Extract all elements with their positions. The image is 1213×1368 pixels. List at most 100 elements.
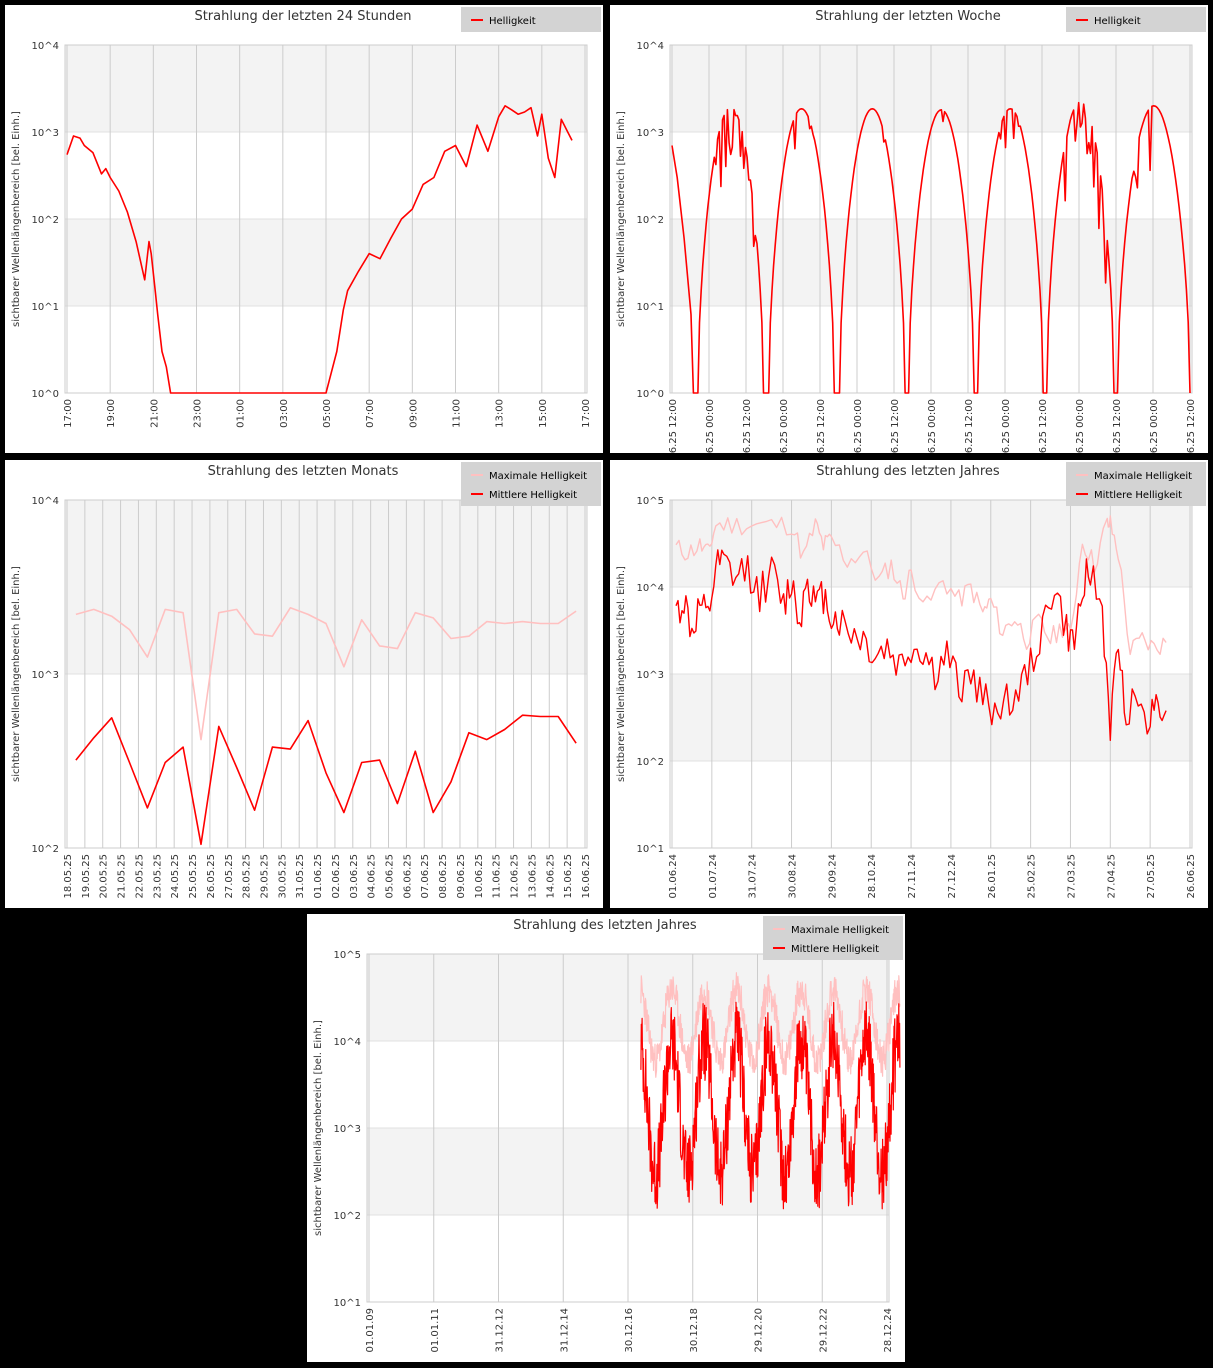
chart-month-xtick-label: 21.05.25 (117, 854, 128, 899)
chart-year-xtick-label: 27.05.25 (1146, 854, 1157, 899)
chart-week-ylabel: sichtbarer Wellenlängenbereich [bel. Ein… (616, 111, 627, 327)
chart-alltime-xtick-label: 01.01.09 (365, 1308, 376, 1353)
chart-alltime-ytick-label: 10^1 (334, 1298, 361, 1309)
chart-24h-xtick-label: 11:00 (452, 399, 463, 428)
chart-24h-xtick-label: 09:00 (408, 399, 419, 428)
chart-24h-legend (461, 7, 601, 32)
chart-month-xtick-label: 19.05.25 (81, 854, 92, 899)
chart-month-legend (461, 462, 601, 506)
chart-svg-24h: Strahlung der letzten 24 Stunden 10^0 10^1… (11, 7, 601, 428)
chart-alltime-xtick-label: 29.12.22 (818, 1308, 829, 1353)
chart-week-xtick-label: 13.06.25 00:00 (927, 399, 938, 453)
chart-24h-title: Strahlung der letzten 24 Stunden (194, 9, 411, 24)
chart-year-legend-label: Maximale Helligkeit (1094, 471, 1192, 482)
chart-24h-ylabel: sichtbarer Wellenlängenbereich [bel. Ein… (11, 111, 22, 327)
chart-week-xtick-label: 15.06.25 12:00 (1112, 399, 1123, 453)
chart-month-series-mean (75, 714, 577, 846)
chart-month-frame (64, 499, 588, 849)
chart-year-xtick-label: 30.08.24 (788, 854, 799, 899)
chart-month-legend-label: Mittlere Helligkeit (489, 490, 577, 501)
chart-month-xtick-label: 08.06.25 (438, 854, 449, 899)
chart-year-xtick-label: 26.01.25 (987, 854, 998, 899)
chart-24h-xtick-label: 17:00 (581, 399, 592, 428)
chart-year-legend (1066, 462, 1206, 506)
chart-24h-xtick-label: 17:00 (63, 399, 74, 428)
chart-week-ytick-label: 10^1 (637, 302, 664, 313)
chart-alltime-legend-label: Maximale Helligkeit (791, 925, 889, 936)
chart-24h-ytick-label: 10^3 (32, 128, 59, 139)
chart-week-xtick-label: 16.06.25 00:00 (1149, 399, 1160, 453)
chart-alltime-series-max (640, 972, 901, 1078)
chart-month-xtick-label: 24.05.25 (170, 854, 181, 899)
chart-month-ytick-label: 10^3 (32, 670, 59, 681)
chart-month-ytick-label: 10^2 (32, 844, 59, 855)
chart-year-ylabel: sichtbarer Wellenlängenbereich [bel. Ein… (616, 566, 627, 782)
chart-week-xtick-label: 15.06.25 00:00 (1075, 399, 1086, 453)
chart-alltime-ytick-label: 10^5 (334, 950, 361, 961)
chart-week-xtick-label: 11.06.25 12:00 (816, 399, 827, 453)
chart-week-legend-label: Helligkeit (1094, 16, 1141, 27)
chart-month-xtick-label: 29.05.25 (259, 854, 270, 899)
chart-24h-ytick-label: 10^4 (32, 41, 59, 52)
chart-month-xtick-label: 09.06.25 (456, 854, 467, 899)
chart-alltime-xtick-label: 31.12.14 (559, 1308, 570, 1353)
chart-24h-xtick-label: 23:00 (193, 399, 204, 428)
chart-week-xtick-label: 10.06.25 12:00 (742, 399, 753, 453)
chart-month-xtick-label: 10.06.25 (474, 854, 485, 899)
chart-month-xtick-label: 15.06.25 (563, 854, 574, 899)
chart-24h-series-line (66, 105, 573, 394)
chart-alltime-legend-label: Mittlere Helligkeit (791, 944, 879, 955)
chart-month-xtick-label: 11.06.25 (492, 854, 503, 899)
chart-alltime-ytick-label: 10^4 (334, 1037, 361, 1048)
chart-24h-xtick-label: 07:00 (365, 399, 376, 428)
chart-alltime-ytick-label: 10^2 (334, 1211, 361, 1222)
chart-panel-month: Strahlung des letzten Monats 10^2 10^3 10^4… (5, 460, 603, 908)
chart-year-xtick-label: 27.04.25 (1106, 854, 1117, 899)
chart-week-xtick-label: 11.06.25 00:00 (779, 399, 790, 453)
chart-alltime-series-mean (640, 1001, 901, 1210)
chart-week-xtick-label: 14.06.25 00:00 (1001, 399, 1012, 453)
chart-panel-24h: Strahlung der letzten 24 Stunden 10^0 10^1… (5, 5, 603, 453)
chart-year-xtick-label: 27.11.24 (907, 854, 918, 899)
chart-year-title: Strahlung des letzten Jahres (816, 464, 1000, 479)
chart-month-xtick-label: 26.05.25 (206, 854, 217, 899)
chart-svg-week: Strahlung der letzten Woche 10^0 10^1 10^2 1… (616, 7, 1206, 453)
chart-month-legend-label: Maximale Helligkeit (489, 471, 587, 482)
chart-alltime-ytick-label: 10^3 (334, 1124, 361, 1135)
chart-year-ytick-label: 10^3 (637, 670, 664, 681)
chart-alltime-xtick-label: 31.12.12 (495, 1308, 506, 1353)
chart-year-xtick-label: 31.07.24 (748, 854, 759, 899)
chart-month-xtick-label: 05.06.25 (385, 854, 396, 899)
chart-month-xtick-label: 18.05.25 (63, 854, 74, 899)
chart-month-xtick-label: 06.06.25 (402, 854, 413, 899)
chart-week-xtick-label: 10.06.25 00:00 (705, 399, 716, 453)
chart-month-series-max (75, 607, 577, 741)
chart-alltime-legend (763, 916, 903, 960)
chart-year-xtick-label: 01.06.24 (668, 854, 679, 899)
chart-alltime-xtick-label: 01.01.11 (430, 1308, 441, 1353)
chart-week-xtick-label: 13.06.25 12:00 (964, 399, 975, 453)
chart-svg-month: Strahlung des letzten Monats 10^2 10^3 10^4… (11, 462, 601, 899)
chart-24h-xtick-label: 05:00 (322, 399, 333, 428)
chart-month-xtick-label: 23.05.25 (152, 854, 163, 899)
chart-week-xtick-label: 12.06.25 12:00 (890, 399, 901, 453)
chart-week-xtick-label: 14.06.25 12:00 (1038, 399, 1049, 453)
chart-month-title: Strahlung des letzten Monats (208, 464, 399, 479)
chart-week-xtick-label: 16.06.25 12:00 (1186, 399, 1197, 453)
chart-svg-alltime: Strahlung des letzten Jahres 10^1 10^2 10^3… (313, 916, 903, 1353)
chart-month-xtick-label: 31.05.25 (295, 854, 306, 899)
chart-alltime-xtick-label: 30.12.18 (689, 1308, 700, 1353)
chart-24h-xtick-label: 21:00 (149, 399, 160, 428)
chart-year-band (670, 674, 1192, 761)
chart-year-ytick-label: 10^1 (637, 844, 664, 855)
chart-year-xtick-label: 26.06.25 (1186, 854, 1197, 899)
chart-month-xtick-label: 28.05.25 (242, 854, 253, 899)
chart-month-ytick-label: 10^4 (32, 496, 59, 507)
chart-week-series-line (671, 101, 1191, 394)
chart-24h-xtick-label: 01:00 (236, 399, 247, 428)
chart-panel-year: Strahlung des letzten Jahres 10^1 10^2 10^3… (610, 460, 1208, 908)
chart-year-ytick-label: 10^2 (637, 757, 664, 768)
chart-year-band (670, 500, 1192, 587)
chart-alltime-ylabel: sichtbarer Wellenlängenbereich [bel. Ein… (313, 1020, 324, 1236)
chart-month-xtick-label: 03.06.25 (349, 854, 360, 899)
